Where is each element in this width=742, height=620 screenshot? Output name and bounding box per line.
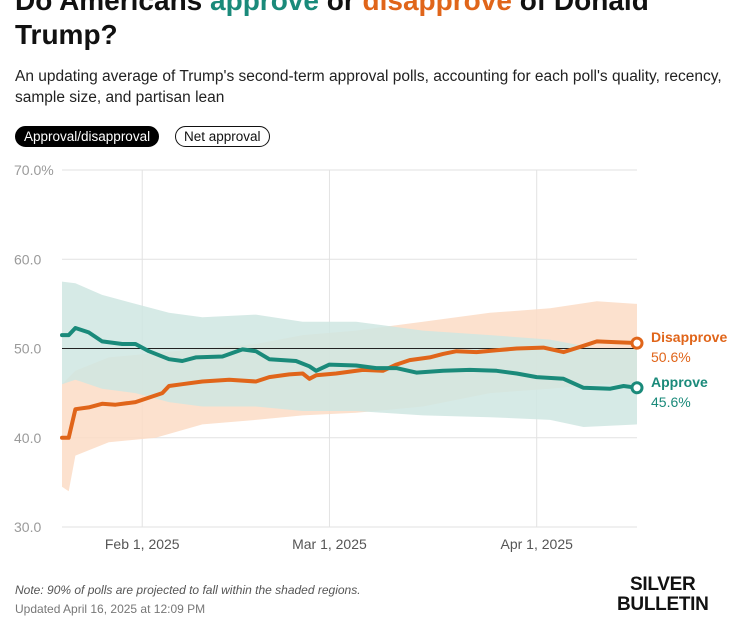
disapprove-end-point <box>630 336 644 350</box>
toggle-approval-disapproval[interactable]: Approval/disapproval <box>15 126 160 147</box>
axis-labels: 30.0 40.0 50.0 60.0 70.0% Feb 1, 2025 Mar 1, 2… <box>14 162 573 552</box>
approve-series-label: Approve <box>651 374 708 390</box>
x-tick-label: Mar 1, 2025 <box>292 536 367 552</box>
y-tick-label: 30.0 <box>14 519 41 535</box>
footnote: Note: 90% of polls are projected to fall… <box>15 583 361 597</box>
uncertainty-bands <box>62 281 637 492</box>
chart-subtitle: An updating average of Trump's second-te… <box>15 68 722 106</box>
x-tick-label: Feb 1, 2025 <box>105 536 180 552</box>
title-approve-word: approve <box>210 0 319 16</box>
chart-title: Do Americans approve or disapprove of Do… <box>15 0 735 52</box>
title-disapprove-word: disapprove <box>362 0 512 16</box>
y-tick-label: 60.0 <box>14 251 41 267</box>
approve-end-point <box>630 381 644 395</box>
brand-line-2: BULLETIN <box>617 594 709 615</box>
disapprove-line <box>60 339 639 440</box>
series-lines <box>60 326 644 440</box>
series-labels: Disapprove 50.6% Approve 45.6% <box>651 329 727 410</box>
title-prefix: Do Americans <box>15 0 211 16</box>
title-or: or <box>318 0 363 16</box>
disapprove-value-label: 50.6% <box>651 349 691 365</box>
brand-line-1: SILVER <box>630 574 696 595</box>
toggle-net-approval[interactable]: Net approval <box>175 126 270 147</box>
y-tick-label: 50.0 <box>14 341 41 357</box>
updated-timestamp: Updated April 16, 2025 at 12:09 PM <box>15 602 206 616</box>
approve-value-label: 45.6% <box>651 394 691 410</box>
silver-bulletin-logo: SILVER BULLETIN <box>617 575 709 615</box>
approve-band <box>62 281 637 427</box>
disapprove-series-label: Disapprove <box>651 329 727 345</box>
approve-line <box>60 326 639 391</box>
x-tick-label: Apr 1, 2025 <box>501 536 574 552</box>
y-tick-label: 70.0% <box>14 162 54 178</box>
approval-chart: Disapprove 50.6% Approve 45.6% 30.0 40.0 50.0… <box>14 162 727 552</box>
title-suffix: of Donald Trump? <box>15 0 649 50</box>
y-tick-label: 40.0 <box>14 430 41 446</box>
